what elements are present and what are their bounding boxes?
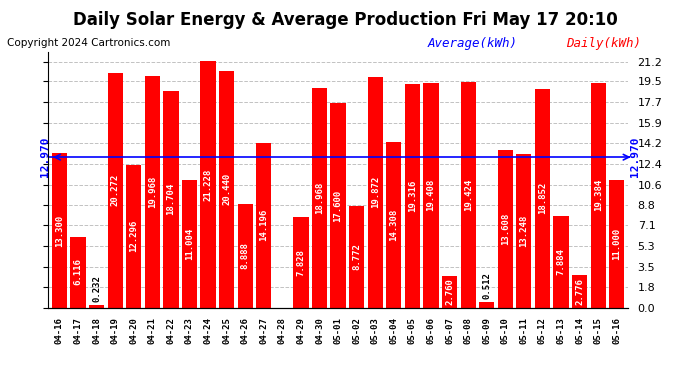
Text: 2.760: 2.760 xyxy=(445,278,454,305)
Bar xyxy=(237,204,253,308)
Text: Daily Solar Energy & Average Production Fri May 17 20:10: Daily Solar Energy & Average Production … xyxy=(72,11,618,29)
Bar xyxy=(219,70,235,308)
Bar xyxy=(108,72,123,308)
Text: Average(kWh): Average(kWh) xyxy=(428,38,518,51)
Text: 18.704: 18.704 xyxy=(166,183,175,215)
Text: 19.316: 19.316 xyxy=(408,179,417,212)
Text: 12.970: 12.970 xyxy=(40,137,50,177)
Text: 13.300: 13.300 xyxy=(55,214,64,246)
Text: 12.970: 12.970 xyxy=(630,137,640,177)
Text: 8.772: 8.772 xyxy=(352,243,361,270)
Text: 13.248: 13.248 xyxy=(520,214,529,247)
Text: 14.308: 14.308 xyxy=(389,209,398,241)
Bar xyxy=(182,180,197,308)
Text: 19.408: 19.408 xyxy=(426,179,435,211)
Bar xyxy=(553,216,569,308)
Bar xyxy=(442,276,457,308)
Bar xyxy=(591,83,606,308)
Text: 11.000: 11.000 xyxy=(612,228,621,260)
Text: 8.888: 8.888 xyxy=(241,243,250,269)
Bar xyxy=(70,237,86,308)
Text: 12.296: 12.296 xyxy=(129,220,138,252)
Bar xyxy=(145,76,160,308)
Text: 21.228: 21.228 xyxy=(204,168,213,201)
Bar xyxy=(424,82,439,308)
Bar xyxy=(89,305,104,308)
Text: 19.424: 19.424 xyxy=(464,179,473,211)
Bar xyxy=(609,180,624,308)
Bar xyxy=(386,142,402,308)
Bar xyxy=(516,154,531,308)
Text: 14.196: 14.196 xyxy=(259,209,268,242)
Text: 7.828: 7.828 xyxy=(297,249,306,276)
Text: 17.600: 17.600 xyxy=(333,189,343,222)
Bar xyxy=(460,82,476,308)
Bar xyxy=(164,91,179,308)
Text: 18.852: 18.852 xyxy=(538,182,547,214)
Text: 13.608: 13.608 xyxy=(501,213,510,245)
Bar xyxy=(349,206,364,308)
Text: Daily(kWh): Daily(kWh) xyxy=(566,38,641,51)
Bar xyxy=(535,89,550,308)
Bar xyxy=(572,275,587,308)
Bar xyxy=(368,77,383,308)
Text: 19.968: 19.968 xyxy=(148,176,157,208)
Bar xyxy=(256,143,271,308)
Text: 6.116: 6.116 xyxy=(74,259,83,285)
Bar xyxy=(52,153,67,308)
Text: 0.232: 0.232 xyxy=(92,276,101,303)
Text: 2.776: 2.776 xyxy=(575,278,584,305)
Text: 19.872: 19.872 xyxy=(371,176,380,209)
Text: 20.440: 20.440 xyxy=(222,173,231,205)
Text: 11.004: 11.004 xyxy=(185,228,194,260)
Bar xyxy=(293,217,308,308)
Text: 0.512: 0.512 xyxy=(482,272,491,299)
Bar xyxy=(405,84,420,308)
Bar xyxy=(497,150,513,308)
Text: 18.968: 18.968 xyxy=(315,182,324,214)
Bar xyxy=(312,88,327,308)
Bar xyxy=(126,165,141,308)
Text: 20.272: 20.272 xyxy=(110,174,119,206)
Text: Copyright 2024 Cartronics.com: Copyright 2024 Cartronics.com xyxy=(7,38,170,48)
Text: 7.884: 7.884 xyxy=(557,248,566,275)
Bar xyxy=(331,104,346,308)
Text: 19.384: 19.384 xyxy=(593,179,602,211)
Bar xyxy=(201,62,216,308)
Bar xyxy=(479,302,494,307)
